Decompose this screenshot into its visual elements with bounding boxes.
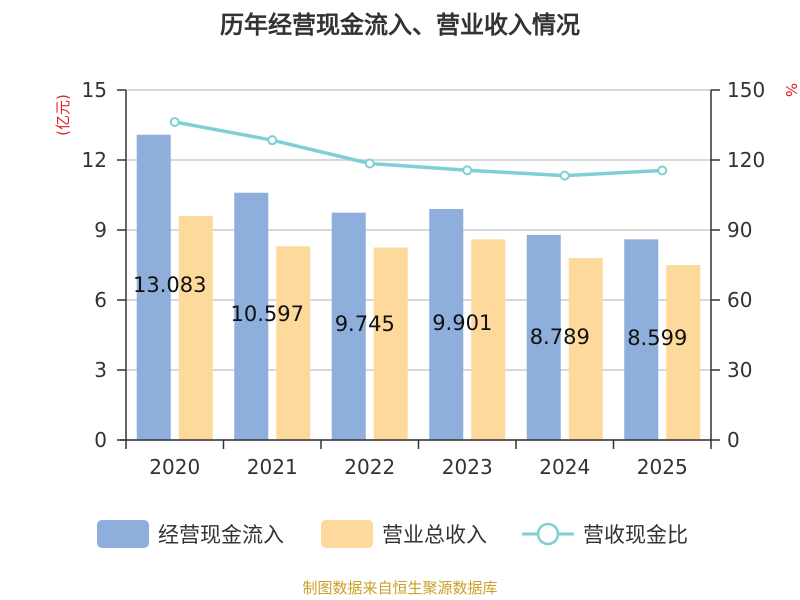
x-tick-label-2025: 2025 <box>637 455 688 479</box>
chart-title: 历年经营现金流入、营业收入情况 <box>220 11 580 39</box>
y-left-tick-label-5: 15 <box>82 78 107 102</box>
point-ratio-2025 <box>657 165 668 176</box>
legend-marker-ratio <box>536 522 560 546</box>
y-right-tick-label-1: 30 <box>727 358 752 382</box>
bar-revenue-2021 <box>276 246 311 440</box>
data-label-cash-inflow-2025: 8.599 <box>627 326 687 350</box>
data-labels: 13.083 10.597 9.745 9.901 8.789 8.599 <box>133 273 687 350</box>
legend-label-cash-inflow: 经营现金流入 <box>158 523 284 547</box>
legend-swatch-revenue <box>321 520 373 548</box>
bar-revenue-2024 <box>568 258 603 440</box>
x-tick-label-2024: 2024 <box>539 455 590 479</box>
x-tick-label-2020: 2020 <box>149 455 200 479</box>
y-left-tick-label-3: 9 <box>94 218 107 242</box>
x-tick-label-2023: 2023 <box>442 455 493 479</box>
y-right-tick-label-5: 150 <box>727 78 765 102</box>
legend: 经营现金流入 营业总收入 营收现金比 <box>97 520 688 548</box>
bar-cash-inflow-2020 <box>136 134 171 441</box>
bars <box>136 134 701 441</box>
y-right-tick-label-3: 90 <box>727 218 752 242</box>
point-ratio-2020 <box>169 116 180 127</box>
y-left-tick-label-4: 12 <box>82 148 107 172</box>
y-right-tick-label-2: 60 <box>727 288 752 312</box>
point-ratio-2024 <box>559 170 570 181</box>
bar-cash-inflow-2025 <box>624 239 659 440</box>
grid <box>126 89 711 441</box>
bar-cash-inflow-2023 <box>429 208 464 440</box>
point-ratio-2022 <box>364 158 375 169</box>
y-left-unit: (亿元) <box>54 94 72 136</box>
data-label-cash-inflow-2020: 13.083 <box>133 273 206 297</box>
data-label-cash-inflow-2024: 8.789 <box>530 325 590 349</box>
point-ratio-2021 <box>267 135 278 146</box>
y-right-tick-label-4: 120 <box>727 148 765 172</box>
line-series <box>169 116 668 181</box>
bar-cash-inflow-2022 <box>331 212 366 440</box>
bar-revenue-2023 <box>471 239 506 440</box>
legend-label-ratio: 营收现金比 <box>583 523 688 547</box>
x-tick-label-2022: 2022 <box>344 455 395 479</box>
y-right-unit: % <box>782 83 800 97</box>
x-tick-label-2021: 2021 <box>247 455 298 479</box>
bar-revenue-2020 <box>178 216 213 440</box>
data-label-cash-inflow-2022: 9.745 <box>335 312 395 336</box>
data-label-cash-inflow-2021: 10.597 <box>231 302 304 326</box>
data-label-cash-inflow-2023: 9.901 <box>432 311 492 335</box>
legend-swatch-cash-inflow <box>97 520 149 548</box>
bar-cash-inflow-2024 <box>526 234 561 440</box>
source-note: 制图数据来自恒生聚源数据库 <box>302 579 497 597</box>
y-right-tick-label-0: 0 <box>727 428 740 452</box>
bar-cash-inflow-2021 <box>234 192 269 440</box>
y-left-tick-label-2: 6 <box>94 288 107 312</box>
line-ratio <box>174 120 663 178</box>
y-left-tick-label-0: 0 <box>94 428 107 452</box>
point-ratio-2023 <box>462 165 473 176</box>
y-left-tick-label-1: 3 <box>94 358 107 382</box>
bar-revenue-2022 <box>373 247 408 440</box>
bar-revenue-2025 <box>666 265 701 440</box>
legend-label-revenue: 营业总收入 <box>382 523 487 547</box>
